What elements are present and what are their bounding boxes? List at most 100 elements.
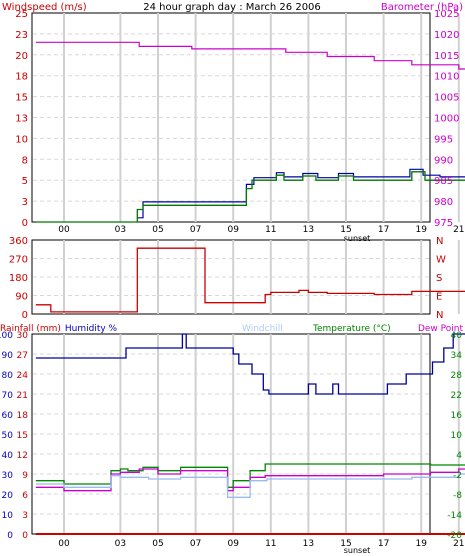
panel-grid (33, 240, 460, 314)
axis-tick-label: 25 (15, 9, 28, 20)
axis-tick-label: -14 (447, 511, 462, 521)
panel-frame (31, 12, 431, 223)
axis-tick-label: 20 (2, 491, 14, 501)
axis-tick-label: 22 (451, 391, 462, 401)
sunset-label: sunset (344, 546, 371, 555)
axis-tick-label: E (436, 292, 442, 303)
axis-tick-label: -20 (447, 531, 462, 541)
axis-tick-label: 100 (0, 331, 13, 341)
x-tick-label: 09 (227, 539, 239, 549)
x-tick-label: 00 (58, 539, 70, 549)
axis-tick-label: 70 (2, 391, 14, 401)
x-tick-label: 05 (152, 539, 163, 549)
direction-degree-ticks: 0 90 180 270 360 (9, 236, 28, 321)
barometer-axis-ticks: 975 980 985 990 995 1000 1005 1010 1015 1020 1025 (434, 9, 459, 229)
panel-grid (33, 334, 460, 534)
axis-tick-label: 360 (9, 236, 28, 247)
axis-tick-label: 60 (2, 411, 14, 421)
x-tick-label: 07 (190, 225, 201, 235)
axis-tick-label: 995 (434, 134, 453, 145)
windchill-label: Windchill (242, 324, 283, 334)
axis-tick-label: S (436, 273, 442, 284)
axis-tick-label: 50 (2, 431, 14, 441)
panel-frame (31, 239, 431, 315)
axis-tick-label: 9 (22, 471, 28, 481)
axis-tick-label: 1025 (434, 9, 459, 20)
series-line-gust (137, 168, 465, 219)
axis-tick-label: 30 (2, 471, 14, 481)
series-line-windchill (35, 473, 465, 498)
axis-tick-label: 0 (7, 531, 13, 541)
axis-tick-label: 8 (22, 155, 28, 166)
axis-tick-label: 40 (2, 451, 14, 461)
axis-tick-label: 16 (451, 411, 463, 421)
series-line-barometer-hpa- (35, 41, 465, 70)
axis-tick-label: 27 (17, 351, 28, 361)
axis-tick-label: N (436, 310, 443, 321)
time-axis-ticks: 000305070911131517192123 (58, 539, 464, 549)
chart-title: 24 hour graph day : March 26 2006 (143, 2, 321, 13)
axis-tick-label: 990 (434, 155, 453, 166)
axis-tick-label: 10 (451, 431, 463, 441)
axis-tick-label: 28 (451, 371, 463, 381)
axis-tick-label: 15 (17, 431, 28, 441)
temperature-label: Temperature (°C) (312, 324, 391, 334)
axis-tick-label: 985 (434, 176, 453, 187)
x-tick-label: 19 (415, 225, 427, 235)
panel-series (35, 333, 465, 535)
axis-tick-label: 270 (9, 255, 28, 266)
x-tick-label: 15 (340, 539, 351, 549)
axis-tick-label: 1010 (434, 72, 459, 83)
axis-tick-label: 10 (15, 134, 28, 145)
x-tick-label: 03 (115, 225, 126, 235)
axis-tick-label: W (436, 255, 446, 266)
panel-grid (33, 13, 460, 222)
axis-tick-label: 13 (15, 114, 28, 125)
axis-tick-label: 23 (15, 30, 28, 41)
axis-tick-label: 1005 (434, 93, 459, 104)
axis-tick-label: 80 (2, 371, 14, 381)
axis-tick-label: 24 (17, 371, 29, 381)
x-tick-label: 11 (265, 225, 276, 235)
axis-tick-label: 18 (15, 72, 28, 83)
axis-tick-label: 21 (17, 391, 28, 401)
series-line-wind-direction (35, 247, 465, 313)
axis-tick-label: 34 (451, 351, 463, 361)
axis-tick-label: 1020 (434, 30, 459, 41)
x-tick-label: 15 (340, 225, 351, 235)
axis-tick-label: 980 (434, 197, 453, 208)
series-line-windspeed (35, 171, 465, 223)
x-tick-label: 03 (115, 539, 126, 549)
x-tick-label: 13 (303, 539, 314, 549)
x-tick-label: 00 (58, 225, 70, 235)
x-tick-label: 21 (453, 539, 464, 549)
series-line-humidity (35, 333, 465, 395)
windspeed-axis-title: Windspeed (m/s) (2, 2, 87, 13)
x-tick-label: 17 (378, 225, 389, 235)
x-tick-label: 21 (453, 225, 464, 235)
axis-tick-label: 0 (22, 310, 28, 321)
panel-series (35, 41, 465, 223)
x-tick-label: 19 (415, 539, 427, 549)
axis-tick-label: 1000 (434, 114, 459, 125)
axis-tick-label: 3 (22, 511, 28, 521)
rainfall-axis-ticks: 0 3 6 9 12 15 18 21 24 27 30 (17, 331, 29, 541)
axis-tick-label: 0 (22, 531, 28, 541)
dewpoint-label: Dew Point (418, 324, 464, 334)
axis-tick-label: 6 (22, 491, 28, 501)
axis-tick-label: 90 (15, 292, 28, 303)
x-tick-label: 13 (303, 225, 314, 235)
axis-tick-label: 40 (451, 331, 463, 341)
windspeed-axis-ticks: 0 3 5 8 10 13 15 18 20 23 25 (15, 9, 28, 229)
axis-tick-label: 15 (15, 93, 28, 104)
x-tick-label: 07 (190, 539, 201, 549)
axis-tick-label: 3 (22, 197, 28, 208)
axis-tick-label: 975 (434, 218, 453, 229)
humidity-temperature-panel: 0102030405060708090100 03691215182124273… (0, 324, 465, 555)
humidity-axis-ticks: 0 10 20 30 40 50 60 70 80 90 100 (0, 331, 13, 541)
x-tick-label: 09 (227, 225, 239, 235)
